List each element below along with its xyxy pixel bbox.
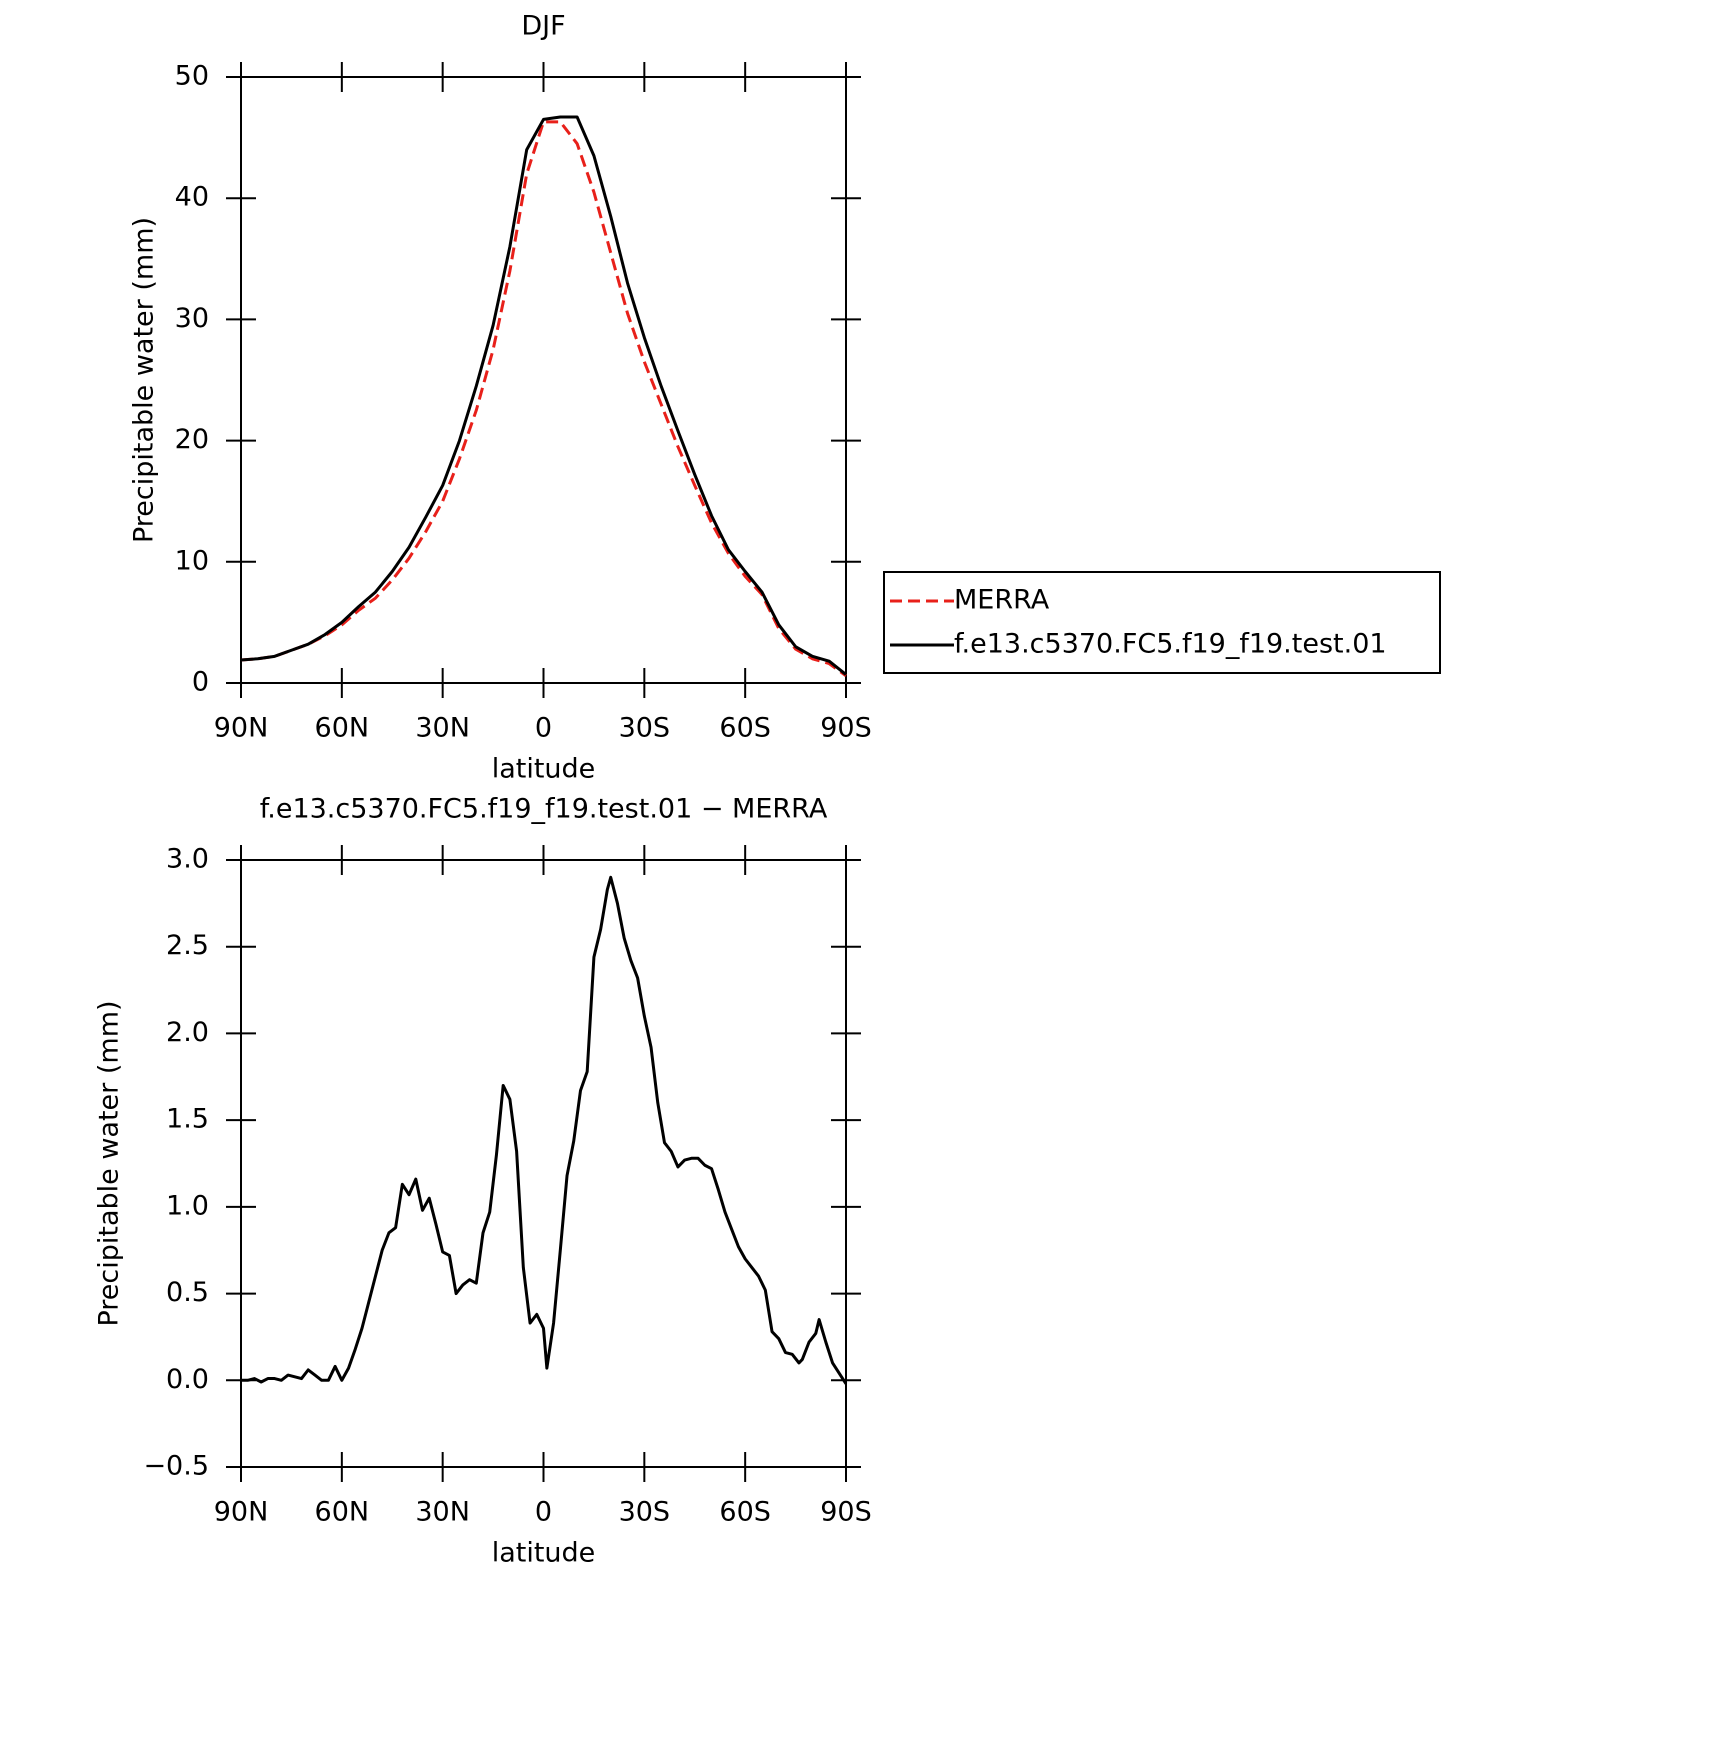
y-tick-label: 3.0 [166,844,209,875]
x-tick-label: 30N [415,1497,470,1528]
x-tick-label: 30S [619,713,671,744]
data-line [240,120,847,677]
x-tick-label: 90S [820,713,872,744]
y-tick-label: 2.0 [166,1017,209,1048]
y-tick-label: 2.5 [166,930,209,961]
y-tick-label: −0.5 [143,1451,209,1482]
plot-frame [240,859,847,1468]
x-tick-label: 0 [535,713,552,744]
legend-box [883,571,1441,674]
x-axis-label: latitude [492,754,596,785]
y-tick-label: 0.5 [166,1277,209,1308]
y-tick-label: 0 [192,667,209,698]
x-tick-label: 60N [315,1497,370,1528]
x-tick-label: 90N [214,1497,269,1528]
plot-frame [240,76,847,684]
legend-label: MERRA [954,585,1050,616]
y-axis-label: Precipitable water (mm) [129,217,160,543]
data-line [241,875,848,1385]
chart-title: DJF [521,11,565,42]
x-tick-label: 90N [214,713,269,744]
legend-label: f.e13.c5370.FC5.f19_f19.test.01 [954,629,1387,660]
y-tick-label: 1.5 [166,1104,209,1135]
x-tick-label: 30N [415,713,470,744]
y-axis-label: Precipitable water (mm) [94,1000,125,1326]
x-axis-label: latitude [492,1538,596,1569]
x-tick-label: 90S [820,1497,872,1528]
data-line [240,115,847,676]
x-tick-label: 0 [535,1497,552,1528]
x-tick-label: 30S [619,1497,671,1528]
y-tick-label: 10 [175,545,209,576]
y-tick-label: 0.0 [166,1364,209,1395]
y-tick-label: 40 [175,182,209,213]
y-tick-label: 20 [175,424,209,455]
chart-title: f.e13.c5370.FC5.f19_f19.test.01 − MERRA [260,794,828,825]
x-tick-label: 60S [719,1497,771,1528]
y-tick-label: 30 [175,303,209,334]
x-tick-label: 60S [719,713,771,744]
x-tick-label: 60N [315,713,370,744]
y-tick-label: 1.0 [166,1190,209,1221]
y-tick-label: 50 [175,61,209,92]
